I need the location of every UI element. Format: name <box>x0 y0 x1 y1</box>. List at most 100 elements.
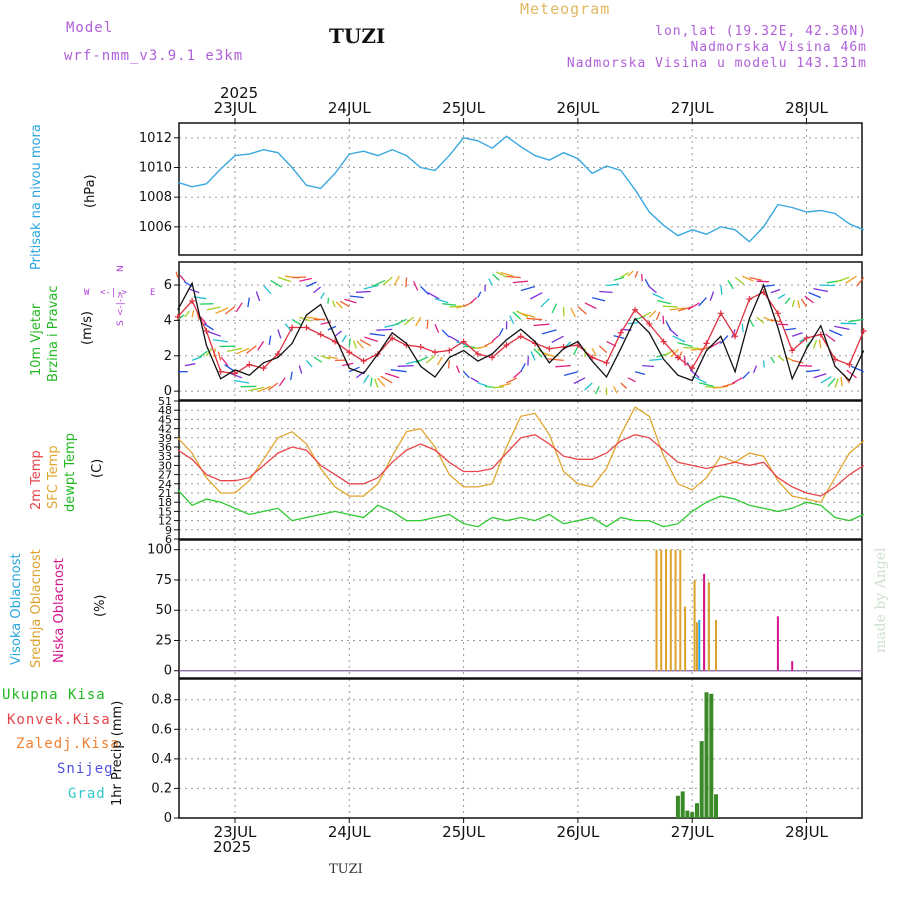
precip-bar <box>675 795 680 818</box>
wind-arrow <box>825 333 836 342</box>
precip-label-grad: Grad <box>68 786 106 802</box>
gust-marker <box>232 370 238 377</box>
gust-marker <box>646 320 653 327</box>
wind-arrow <box>530 351 536 361</box>
day-label-bottom: 26JUL <box>556 823 599 841</box>
gust-marker <box>689 365 696 372</box>
cloud-bar <box>703 573 706 671</box>
wind-arrow <box>248 386 264 392</box>
y-tick-label: 50 <box>155 603 172 618</box>
wind-arrow <box>555 364 571 368</box>
wind-arrow <box>613 386 618 394</box>
compass-we: <-|-> <box>100 288 128 298</box>
compass-e: E <box>150 288 156 298</box>
cloud-bar <box>791 661 794 671</box>
y-tick-label: 21 <box>158 487 172 500</box>
wind-arrow <box>306 281 317 288</box>
wind-arrow <box>327 356 338 360</box>
wind-arrow <box>477 345 488 349</box>
wind-arrow <box>448 335 460 343</box>
wind-arrow <box>797 300 801 309</box>
wind-arrow <box>850 365 864 373</box>
wind-arrow <box>220 356 229 367</box>
wind-arrow <box>385 372 400 379</box>
wind-arrow <box>217 351 222 361</box>
wind-arrow <box>652 292 664 300</box>
model-name: wrf-nmm_v3.9.1 e3km <box>64 48 244 64</box>
gust-marker <box>174 313 181 320</box>
wind-arrow <box>393 318 407 326</box>
gust-marker <box>417 343 424 350</box>
gust-marker <box>546 345 553 352</box>
wind-arrow <box>356 340 365 349</box>
gust-marker <box>489 354 496 361</box>
y-tick-label: 9 <box>165 524 172 537</box>
y-tick-label: 1010 <box>139 160 172 175</box>
wind-arrow <box>526 317 543 321</box>
wind-arrow <box>376 328 393 331</box>
wind-arrow <box>512 280 528 284</box>
y-tick-label: 6 <box>164 278 172 293</box>
wind-arrow <box>591 348 597 357</box>
y-tick-label: 39 <box>158 432 172 445</box>
gust-marker <box>632 306 639 313</box>
wind-arrow <box>846 369 857 379</box>
wind-arrow <box>520 285 536 292</box>
wind-arrow <box>298 365 303 374</box>
wind-arrow <box>415 316 422 327</box>
wind-arrow <box>785 327 796 331</box>
wind-arrow <box>363 374 370 384</box>
wind-arrow <box>731 377 743 385</box>
day-label-bottom: 23JUL <box>214 823 257 841</box>
wind-arrow <box>665 321 672 331</box>
wind-arrow <box>215 307 229 314</box>
wind-arrow <box>627 270 634 277</box>
wind-arrow <box>203 323 214 331</box>
y-tick-label: 75 <box>155 573 172 588</box>
wind-arrow <box>492 273 500 281</box>
wind-arrow <box>305 359 313 368</box>
wind-arrow <box>370 377 373 387</box>
wind-arrow <box>687 302 700 311</box>
gust-marker <box>717 310 724 317</box>
wind-arrow <box>484 341 494 347</box>
gust-marker <box>860 328 867 334</box>
wind-arrow <box>678 305 693 312</box>
wind-arrow <box>813 373 827 379</box>
wind-arrow <box>413 280 419 291</box>
wind-arrow <box>662 305 678 308</box>
wind-arrow <box>356 290 371 293</box>
wind-arrow <box>492 386 505 389</box>
wind-arrow <box>592 296 606 302</box>
wind-arrow <box>662 315 665 325</box>
wind-arrow <box>672 335 686 343</box>
wind-arrow <box>499 382 512 388</box>
wind-arrow <box>449 305 463 308</box>
day-label-bottom: 27JUL <box>671 823 714 841</box>
wind-arrow <box>741 323 744 333</box>
wind-arrow <box>648 310 657 318</box>
wind-speed-line <box>177 281 865 382</box>
wind-arrow <box>734 276 745 285</box>
cloud-bar <box>776 616 779 671</box>
gust-marker <box>246 361 253 368</box>
day-label-bottom: 25JUL <box>442 823 485 841</box>
wind-arrow <box>791 299 796 308</box>
pressure-line <box>177 135 864 243</box>
wind-arrow <box>331 300 336 308</box>
gust-marker <box>189 297 196 304</box>
wind-arrow <box>584 302 597 310</box>
gust-marker <box>732 333 739 340</box>
wind-arrow <box>184 363 196 367</box>
wind-arrow <box>573 345 579 356</box>
wind-arrow <box>763 316 774 322</box>
wind-arrow <box>820 376 832 384</box>
wind-arrow <box>806 369 820 373</box>
wind-arrow <box>488 278 493 286</box>
wind-arrow <box>369 333 386 337</box>
wind-arrow <box>225 306 236 315</box>
gust-marker <box>460 338 467 345</box>
precip-bar <box>695 803 699 818</box>
y-tick-label: 30 <box>158 459 172 472</box>
